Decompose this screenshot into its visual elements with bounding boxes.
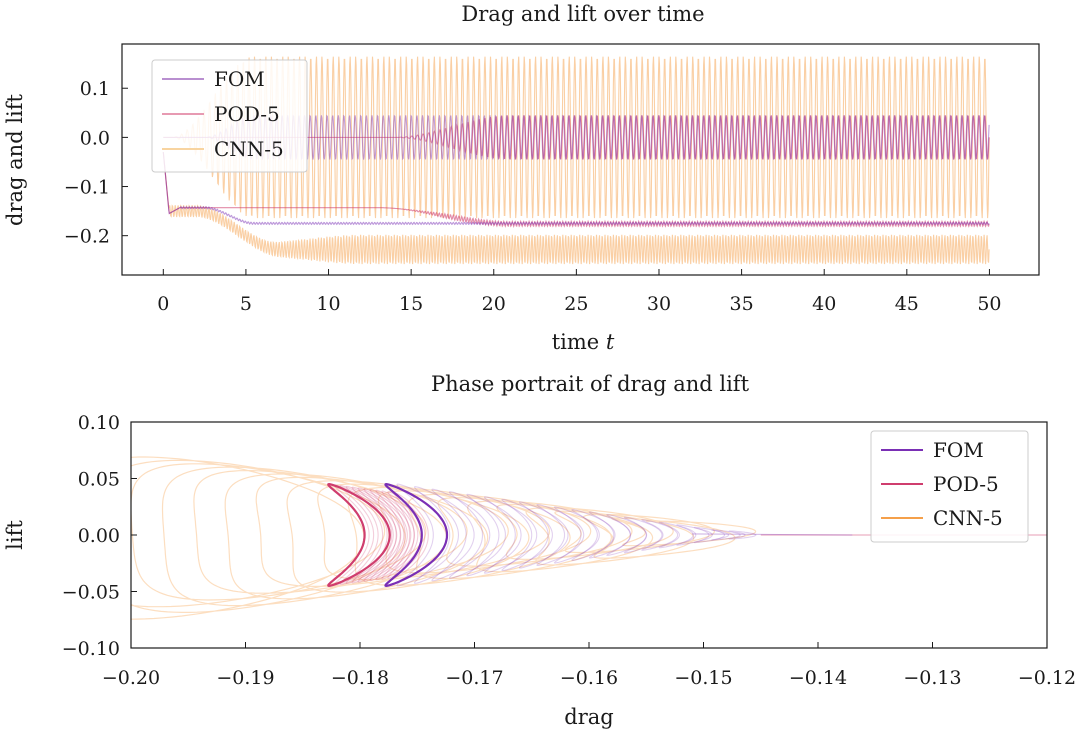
y-axis-ticks: 0.1 0.0 −0.1 −0.2 — [64, 78, 128, 248]
series-fom-transient-loop — [501, 498, 553, 572]
series-pod-transient-loop — [387, 491, 426, 579]
series-fom-transient-loop — [413, 486, 475, 584]
y-axis-label: lift — [3, 520, 27, 550]
series-fom-transient-loop — [641, 519, 679, 551]
x-tick-label: 15 — [399, 293, 423, 315]
x-axis-label: drag — [564, 705, 613, 729]
series-fom-transient-loop — [588, 511, 632, 559]
x-tick-label: −0.20 — [102, 667, 160, 689]
axes-frame — [121, 43, 1040, 276]
x-tick-label: 35 — [730, 293, 754, 315]
legend-label-pod: POD-5 — [214, 102, 280, 126]
x-tick-label: 50 — [977, 293, 1001, 315]
series-fom-drag — [162, 152, 990, 226]
series-fom-transient-loop — [466, 493, 522, 577]
series-fom-transient-loop — [483, 496, 538, 574]
legend-box — [151, 59, 308, 173]
chart-title: Drag and lift over time — [461, 2, 704, 26]
x-axis-ticks: −0.20 −0.19 −0.18 −0.17 −0.16 −0.15 −0.14 −0.13… — [102, 642, 1076, 689]
x-tick-label: −0.12 — [1018, 667, 1076, 689]
series-fom-transient-loop — [676, 524, 710, 546]
series-pod-limit-cycle — [327, 482, 391, 588]
series-pod-transient-loop — [381, 490, 422, 580]
x-tick-label: 0 — [157, 293, 169, 315]
series-cnn-trajectory — [131, 456, 757, 620]
series-fom-limit-cycle — [384, 482, 449, 588]
y-axis-label: drag and lift — [3, 93, 27, 225]
series-fom-transient-loop — [448, 491, 506, 579]
series-fom-transient-loop — [693, 526, 726, 544]
y-tick-label: −0.1 — [64, 177, 110, 199]
y-axis-ticks: 0.10 0.05 0.00 −0.05 −0.10 — [62, 412, 137, 660]
series-fom-transient-loop — [396, 483, 460, 587]
x-tick-label: −0.18 — [331, 667, 389, 689]
y-tick-label: −0.05 — [62, 582, 120, 604]
x-tick-label: −0.14 — [789, 667, 847, 689]
y-tick-label: 0.10 — [78, 412, 120, 434]
series-pod-transient-loop — [369, 488, 415, 582]
series-fom-tail — [692, 533, 853, 536]
x-tick-label: 25 — [564, 293, 588, 315]
x-tick-label: 5 — [240, 293, 252, 315]
series-fom-transient-loop — [658, 521, 694, 549]
series-pod-transient-loop — [345, 485, 401, 585]
series-fom-transient-loop — [553, 506, 600, 564]
x-tick-label: 10 — [316, 293, 340, 315]
series-pod-transient-loop — [363, 488, 412, 582]
series-fom-transient-loop — [431, 488, 491, 582]
legend-label-fom: FOM — [214, 67, 265, 91]
x-tick-label: 45 — [895, 293, 919, 315]
legend: FOM POD-5 CNN-5 — [151, 59, 308, 173]
series-pod-transient-loop — [339, 485, 398, 585]
series-fom-transient-loop — [623, 516, 663, 554]
series-fom-transient-loop — [536, 503, 585, 567]
x-tick-label: −0.13 — [903, 667, 961, 689]
y-tick-label: 0.05 — [78, 469, 120, 491]
series-cnn-drag — [162, 152, 990, 265]
time-series-chart: Drag and lift over time 0 5 10 15 20 25 30 35 40… — [3, 2, 1040, 354]
plot-area — [131, 456, 1047, 620]
x-tick-label: 20 — [482, 293, 506, 315]
legend-label-cnn: CNN-5 — [933, 506, 1003, 530]
x-tick-label: −0.19 — [216, 667, 274, 689]
y-tick-label: −0.2 — [64, 226, 110, 248]
legend-label-pod: POD-5 — [933, 472, 999, 496]
legend-label-fom: FOM — [933, 438, 984, 462]
series-pod-transient-loop — [375, 489, 419, 581]
series-fom-transient-loop — [518, 501, 569, 569]
legend: FOM POD-5 CNN-5 — [870, 430, 1029, 543]
y-tick-label: 0.1 — [80, 78, 110, 100]
y-tick-label: 0.00 — [78, 525, 120, 547]
legend-box — [870, 430, 1029, 543]
x-axis-label: time t — [552, 330, 615, 354]
series-fom-transient-loop — [606, 514, 647, 556]
x-tick-label: −0.17 — [445, 667, 503, 689]
x-axis-ticks: 0 5 10 15 20 25 30 35 40 45 50 — [157, 269, 1002, 315]
x-tick-label: −0.15 — [674, 667, 732, 689]
chart-title: Phase portrait of drag and lift — [431, 372, 750, 396]
series-fom-transient-loop — [728, 530, 757, 540]
series-pod-transient-loop — [351, 486, 405, 584]
x-tick-label: 30 — [647, 293, 671, 315]
y-tick-label: 0.0 — [80, 127, 110, 149]
series-fom-transient-loop — [571, 509, 616, 561]
legend-label-cnn: CNN-5 — [214, 137, 284, 161]
x-tick-label: −0.16 — [560, 667, 618, 689]
y-tick-label: −0.10 — [62, 638, 120, 660]
series-fom-transient-loop — [711, 529, 741, 541]
phase-portrait-chart: Phase portrait of drag and lift −0.20 −0.… — [3, 372, 1076, 729]
x-tick-label: 40 — [812, 293, 836, 315]
